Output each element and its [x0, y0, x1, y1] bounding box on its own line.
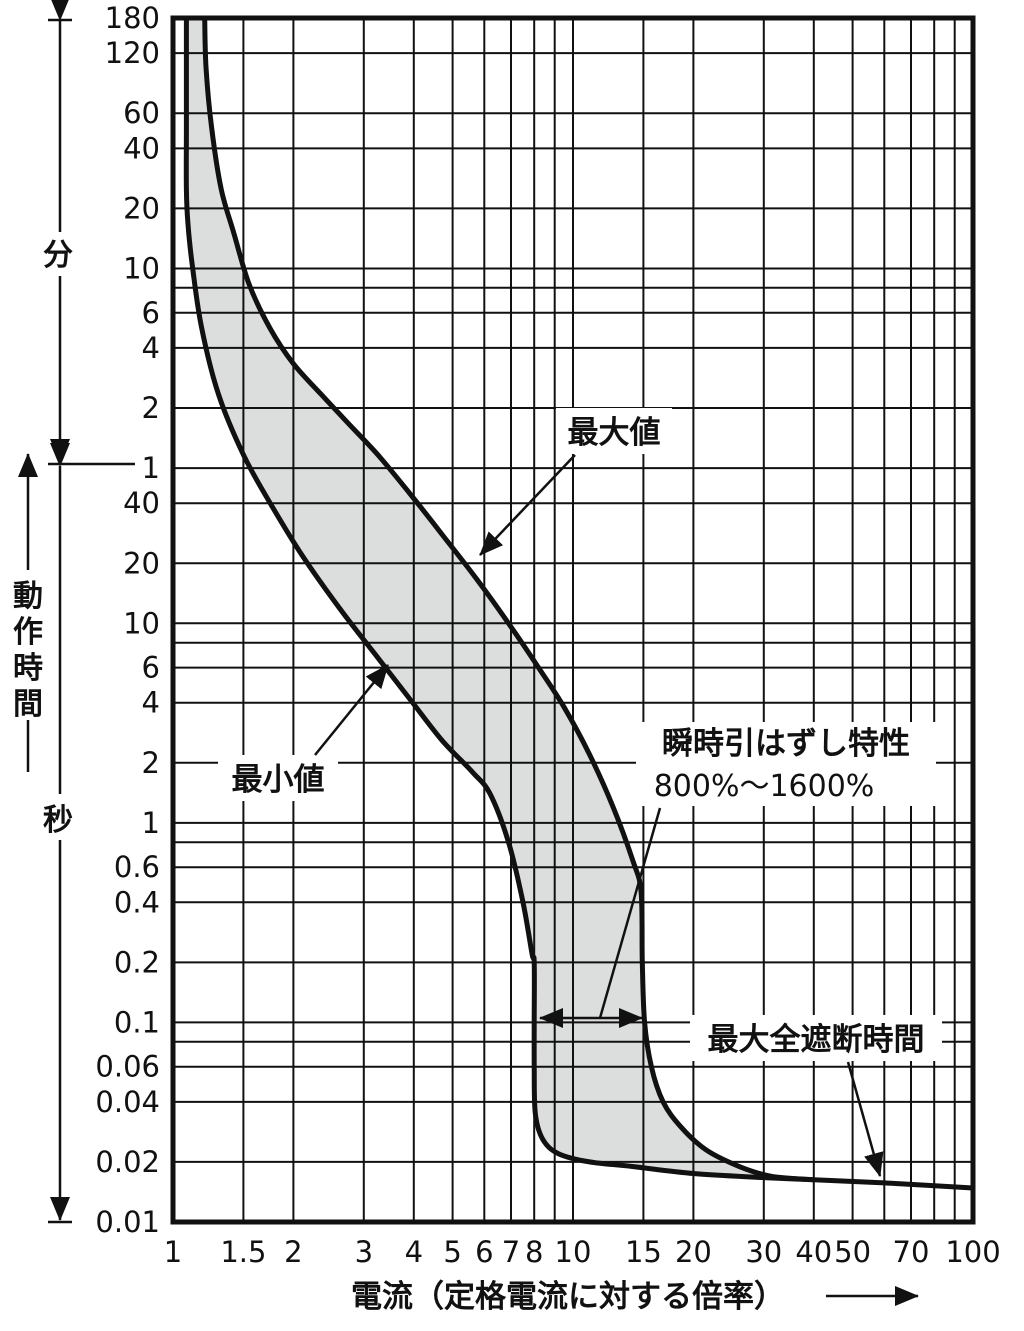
- x-tick-label: 2: [284, 1235, 302, 1269]
- second-unit-label: 秒: [43, 803, 73, 838]
- x-tick-labels: 1 1.5 2 3 4 5 6 7 8 10 15 20 30 40 50 70 100: [164, 1235, 1001, 1269]
- time-label-char-3: 時: [13, 651, 43, 686]
- max-value-label: 最大値: [568, 415, 661, 451]
- y-tick-label: 40: [123, 131, 160, 165]
- tolerance-band-fill: [186, 18, 814, 1180]
- y-tick-label: 0.6: [114, 850, 160, 884]
- y-tick-label: 6: [142, 296, 160, 330]
- x-tick-label: 40: [795, 1235, 832, 1269]
- y-tick-label: 2: [142, 391, 160, 425]
- x-tick-label: 100: [945, 1235, 1000, 1269]
- time-unit-bracket: [18, 0, 135, 1224]
- y-tick-label: 180: [105, 1, 160, 35]
- instant-trip-range: 800%〜1600%: [654, 769, 875, 804]
- tolerance-band: [186, 18, 814, 1180]
- max-break-time-label: 最大全遮断時間: [708, 1022, 925, 1058]
- instant-pointer-line: [598, 807, 662, 1019]
- y-tick-label: 4: [142, 686, 160, 720]
- x-tick-label: 4: [405, 1235, 423, 1269]
- y-tick-label: 20: [123, 546, 160, 580]
- minute-unit-label: 分: [43, 238, 73, 273]
- y-tick-labels: 18012060402010642140201064210.60.40.20.1…: [95, 1, 160, 1239]
- min-value-label: 最小値: [232, 762, 325, 798]
- y-tick-label: 0.01: [95, 1205, 160, 1239]
- x-tick-label: 20: [675, 1235, 712, 1269]
- y-tick-label: 10: [123, 606, 160, 640]
- y-tick-label: 1: [142, 451, 160, 485]
- time-label-char-4: 間: [13, 687, 43, 722]
- instant-trip-title: 瞬時引はずし特性: [662, 726, 910, 762]
- x-tick-label: 1: [164, 1235, 182, 1269]
- max-value-curve: [202, 17, 814, 1183]
- min-value-curve: [183, 18, 974, 1191]
- y-tick-label: 10: [123, 252, 160, 286]
- x-tick-label: 3: [355, 1235, 373, 1269]
- time-label-char-2: 作: [13, 615, 43, 650]
- min-label-bg: [218, 755, 338, 801]
- y-tick-label: 0.06: [95, 1050, 160, 1084]
- max-break-arrow: [846, 1061, 884, 1177]
- y-tick-label: 0.02: [95, 1145, 160, 1179]
- plot-frame: [170, 15, 976, 1225]
- x-tick-label: 10: [555, 1235, 592, 1269]
- y-tick-label: 2: [142, 746, 160, 780]
- x-tick-label: 30: [745, 1235, 782, 1269]
- max-label-bg: [556, 408, 672, 454]
- curves: [183, 17, 974, 1191]
- x-tick-label: 5: [443, 1235, 461, 1269]
- x-tick-label: 7: [502, 1235, 520, 1269]
- x-tick-label: 50: [834, 1235, 871, 1269]
- y-tick-label: 60: [123, 96, 160, 130]
- x-tick-label: 8: [525, 1235, 543, 1269]
- y-tick-label: 0.4: [114, 885, 160, 919]
- x-axis-label: 電流（定格電流に対する倍率）: [351, 1279, 785, 1315]
- y-tick-label: 4: [142, 331, 160, 365]
- instant-label-bg: [636, 722, 936, 806]
- x-tick-label: 70: [893, 1235, 930, 1269]
- max-break-label-bg: [690, 1015, 942, 1061]
- x-tick-label: 1.5: [220, 1235, 266, 1269]
- y-tick-label: 120: [105, 36, 160, 70]
- min-value-arrow: [314, 664, 389, 756]
- y-tick-label: 0.1: [114, 1005, 160, 1039]
- y-tick-label: 0.2: [114, 945, 160, 979]
- x-tick-label: 15: [625, 1235, 662, 1269]
- y-tick-label: 6: [142, 651, 160, 685]
- y-tick-label: 40: [123, 486, 160, 520]
- max-value-arrow: [479, 454, 576, 556]
- y-tick-label: 1: [142, 806, 160, 840]
- time-label-char-1: 動: [13, 579, 43, 614]
- x-tick-label: 6: [475, 1235, 493, 1269]
- y-tick-label: 20: [123, 191, 160, 225]
- y-tick-label: 0.04: [95, 1085, 160, 1119]
